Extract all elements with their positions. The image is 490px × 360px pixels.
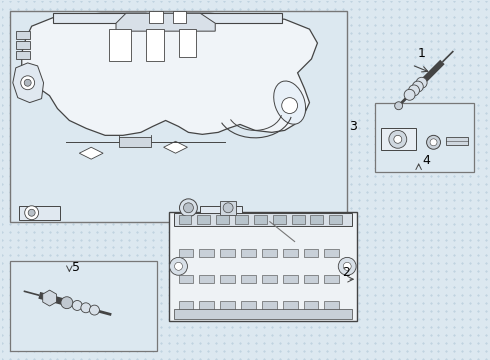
- Circle shape: [179, 199, 197, 217]
- Circle shape: [28, 209, 35, 216]
- Bar: [311, 215, 323, 224]
- Bar: [381, 129, 416, 150]
- Bar: [241, 249, 256, 257]
- Bar: [220, 275, 235, 283]
- Bar: [16, 51, 30, 59]
- Polygon shape: [22, 13, 318, 135]
- Circle shape: [183, 203, 194, 213]
- Polygon shape: [79, 147, 103, 159]
- Polygon shape: [164, 141, 188, 153]
- Bar: [53, 13, 282, 23]
- Text: 1: 1: [417, 47, 425, 60]
- Bar: [220, 201, 236, 215]
- Circle shape: [389, 130, 407, 148]
- Bar: [178, 301, 194, 309]
- Text: 2: 2: [342, 266, 350, 279]
- Circle shape: [24, 206, 39, 220]
- Circle shape: [61, 297, 73, 309]
- Bar: [178, 249, 194, 257]
- Bar: [19, 206, 60, 220]
- Bar: [10, 11, 347, 222]
- Circle shape: [394, 102, 403, 110]
- Bar: [173, 213, 352, 226]
- Bar: [220, 249, 235, 257]
- Bar: [235, 215, 248, 224]
- Text: 4: 4: [422, 154, 431, 167]
- Circle shape: [394, 135, 402, 143]
- Circle shape: [81, 303, 91, 313]
- Bar: [16, 31, 30, 39]
- Bar: [324, 249, 339, 257]
- Bar: [292, 215, 305, 224]
- Bar: [109, 29, 131, 61]
- Bar: [197, 215, 210, 224]
- Bar: [149, 11, 163, 23]
- Bar: [273, 215, 286, 224]
- Bar: [220, 301, 235, 309]
- Bar: [199, 249, 214, 257]
- Circle shape: [404, 89, 415, 100]
- Polygon shape: [43, 290, 56, 306]
- Circle shape: [21, 76, 35, 90]
- Circle shape: [409, 85, 419, 96]
- Bar: [303, 301, 318, 309]
- Ellipse shape: [274, 81, 306, 124]
- Text: 3: 3: [349, 120, 357, 134]
- Bar: [10, 261, 157, 351]
- Polygon shape: [116, 13, 215, 31]
- Bar: [173, 309, 352, 319]
- Bar: [169, 212, 357, 321]
- Bar: [216, 215, 229, 224]
- Bar: [324, 301, 339, 309]
- Bar: [446, 137, 468, 145]
- Bar: [172, 11, 187, 23]
- Bar: [283, 301, 297, 309]
- Bar: [178, 215, 192, 224]
- Bar: [283, 275, 297, 283]
- Bar: [283, 249, 297, 257]
- Bar: [178, 29, 196, 57]
- Circle shape: [72, 301, 82, 310]
- Circle shape: [413, 81, 423, 92]
- Bar: [303, 249, 318, 257]
- Bar: [375, 103, 474, 172]
- Circle shape: [170, 257, 188, 275]
- Bar: [262, 275, 277, 283]
- Circle shape: [282, 98, 297, 113]
- Circle shape: [223, 203, 233, 213]
- Circle shape: [90, 305, 99, 315]
- Circle shape: [338, 257, 356, 275]
- Circle shape: [416, 77, 427, 88]
- Bar: [199, 301, 214, 309]
- Bar: [324, 275, 339, 283]
- Circle shape: [343, 262, 351, 270]
- Circle shape: [430, 139, 437, 146]
- Bar: [254, 215, 267, 224]
- Bar: [241, 301, 256, 309]
- Bar: [262, 249, 277, 257]
- Bar: [329, 215, 342, 224]
- Bar: [119, 137, 151, 147]
- Circle shape: [24, 79, 31, 86]
- Bar: [178, 275, 194, 283]
- Text: 5: 5: [73, 261, 80, 274]
- Bar: [146, 29, 164, 61]
- Circle shape: [427, 135, 441, 149]
- Bar: [16, 41, 30, 49]
- Bar: [199, 275, 214, 283]
- Polygon shape: [13, 63, 44, 103]
- Circle shape: [174, 262, 182, 270]
- Bar: [262, 301, 277, 309]
- Bar: [200, 206, 242, 220]
- Bar: [303, 275, 318, 283]
- Bar: [241, 275, 256, 283]
